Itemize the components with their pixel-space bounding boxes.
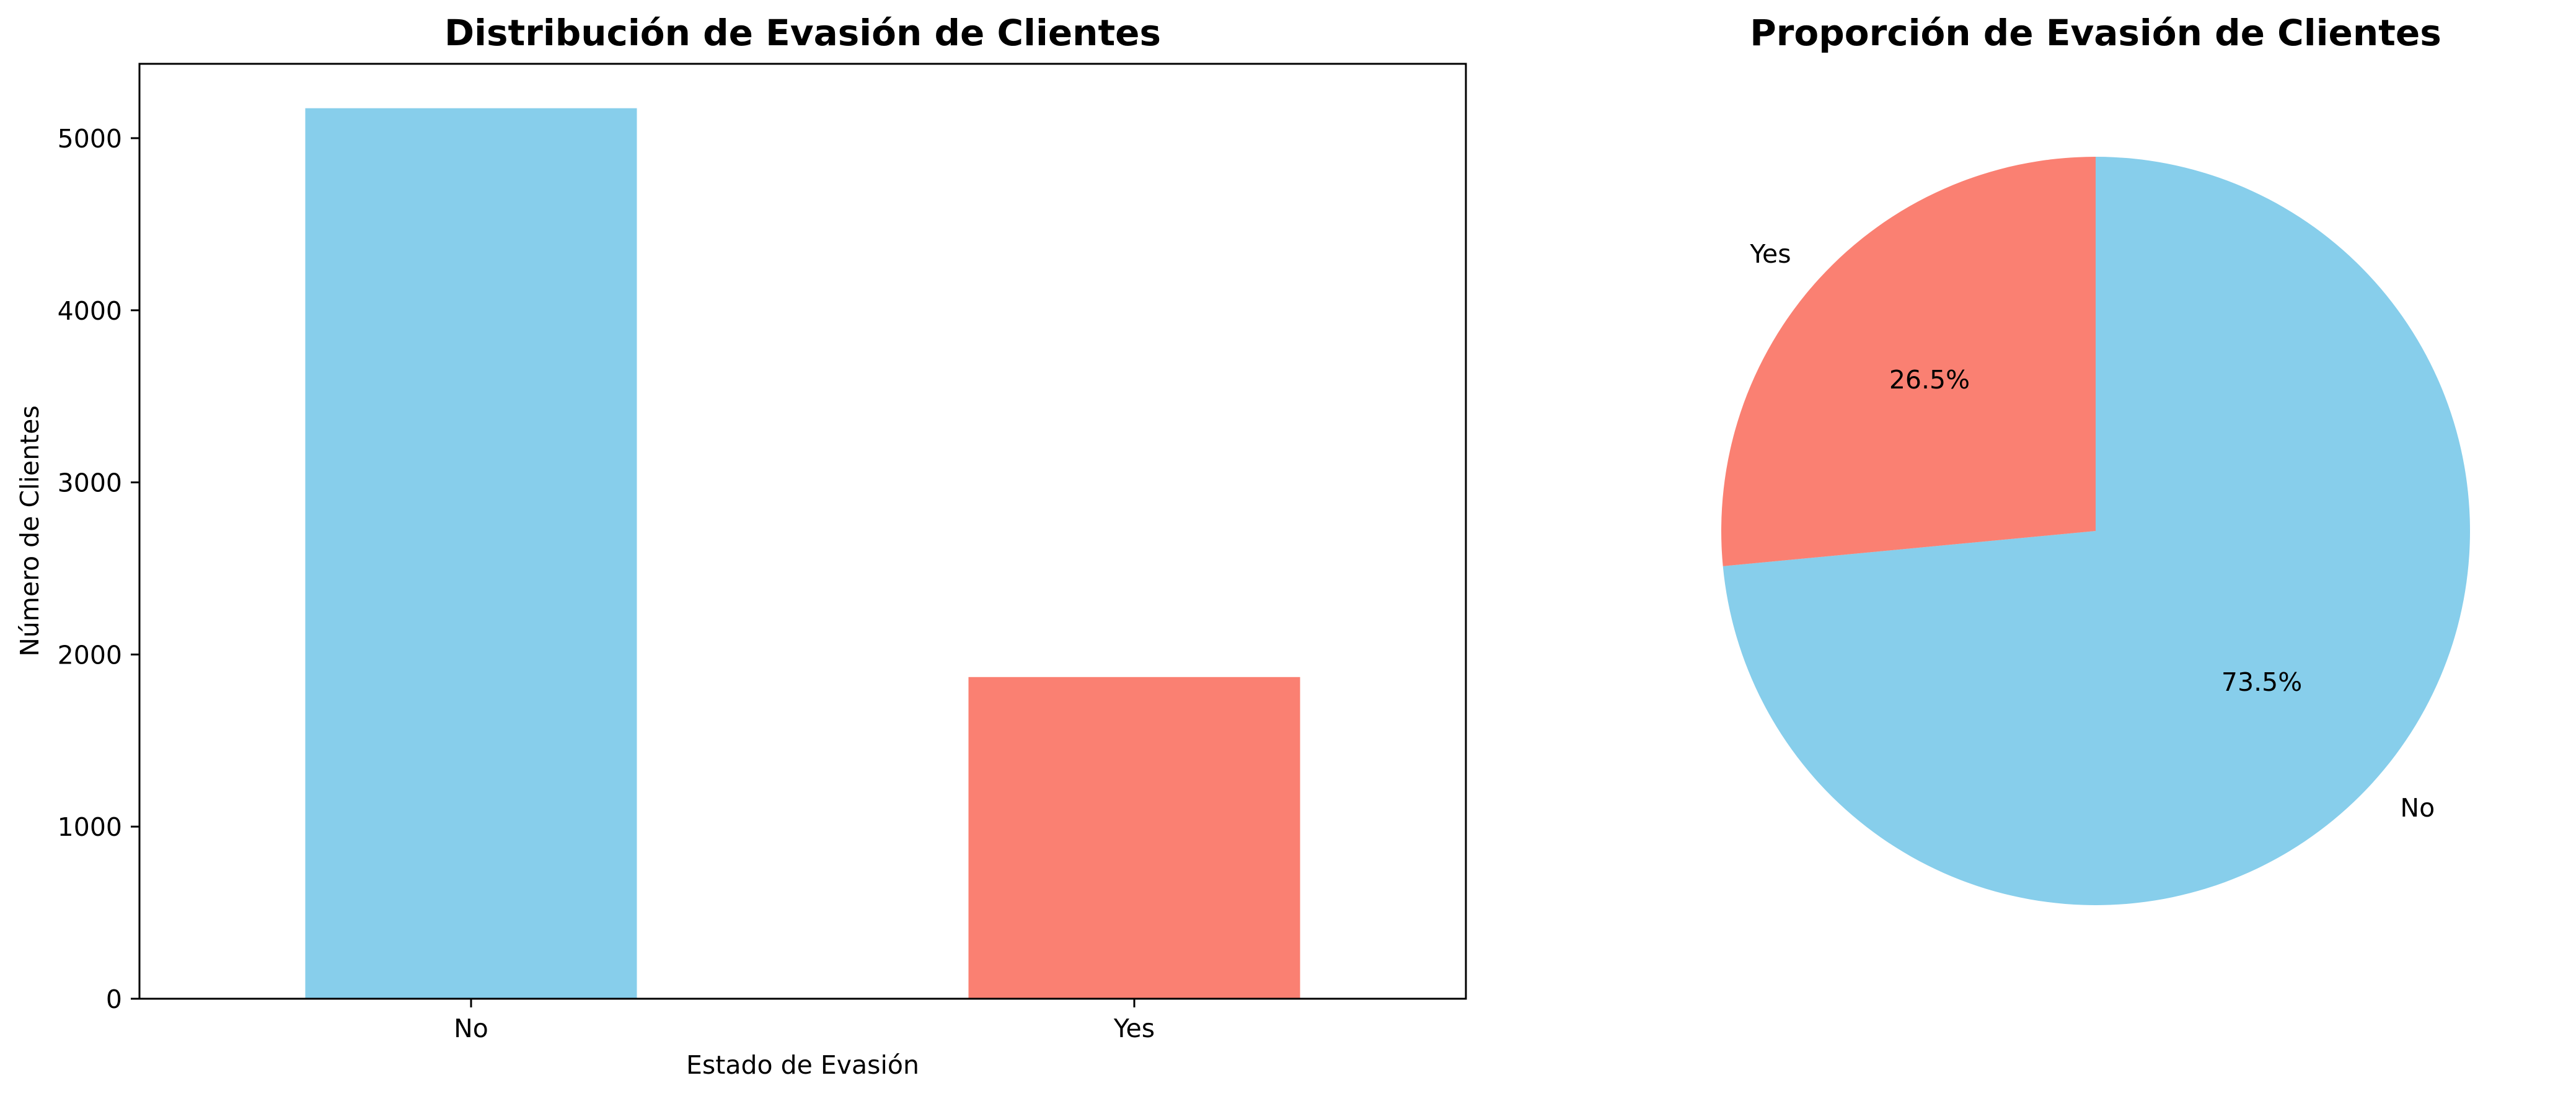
pie-slices <box>1721 157 2471 905</box>
bar-x-ticks: No Yes <box>454 999 1155 1043</box>
bar-no <box>305 108 637 999</box>
bar-plot-frame <box>138 63 1467 1000</box>
pie-slice-no <box>1722 157 2471 905</box>
pie-pct-label-no: 73.5% <box>2221 667 2302 697</box>
pie-labels: No 73.5% Yes 26.5% <box>1749 239 2435 823</box>
bar-chart: Distribución de Evasión de Clientes 0 100… <box>15 12 1467 1080</box>
pie-chart-title: Proporción de Evasión de Clientes <box>1750 12 2441 54</box>
x-tick-label: Yes <box>1113 1014 1155 1043</box>
y-tick-label: 2000 <box>58 640 122 670</box>
pie-label-no: No <box>2400 793 2435 823</box>
bar-y-ticks: 0 1000 2000 3000 4000 5000 <box>58 124 139 1014</box>
bar-yes <box>968 677 1300 999</box>
bar-x-axis-label: Estado de Evasión <box>686 1050 919 1080</box>
y-tick-label: 0 <box>106 984 122 1014</box>
pie-chart: Proporción de Evasión de Clientes No 73.5… <box>1721 12 2471 905</box>
y-tick-label: 1000 <box>58 812 122 842</box>
bar-marks <box>305 108 1300 999</box>
pie-label-yes: Yes <box>1749 239 1791 269</box>
pie-pct-label-yes: 26.5% <box>1889 365 1970 395</box>
y-tick-label: 4000 <box>58 296 122 326</box>
bar-y-axis-label: Número de Clientes <box>15 405 45 656</box>
bar-chart-title: Distribución de Evasión de Clientes <box>444 12 1161 54</box>
x-tick-label: No <box>454 1014 488 1043</box>
y-tick-label: 5000 <box>58 124 122 154</box>
pie-slice-yes <box>1721 157 2096 566</box>
y-tick-label: 3000 <box>58 468 122 498</box>
